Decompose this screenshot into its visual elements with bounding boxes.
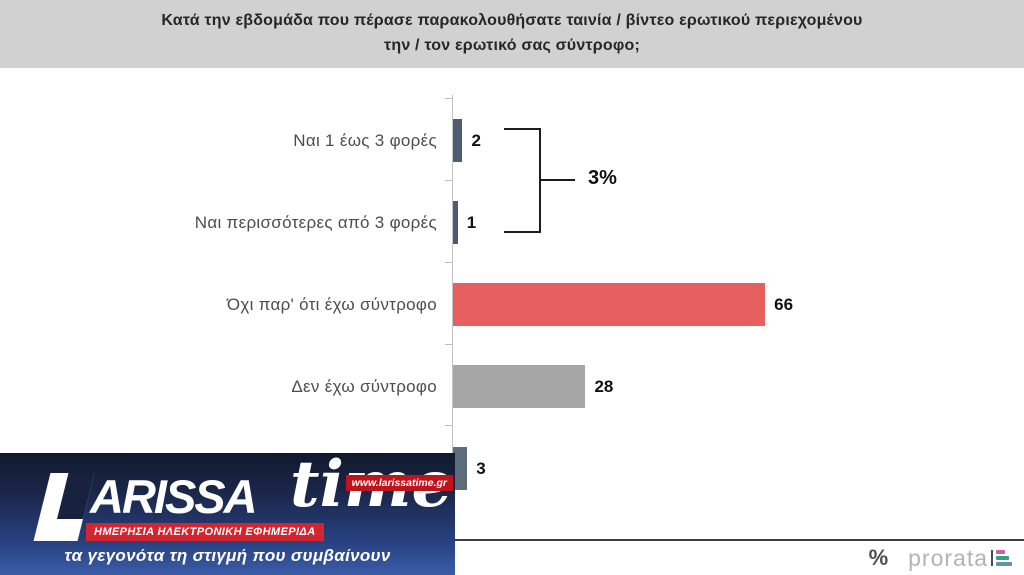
bracket-top-line xyxy=(504,128,541,130)
axis-tick xyxy=(445,425,452,426)
bar-row-2: Ναι περισσότερες από 3 φορές 1 xyxy=(0,201,1024,244)
bar-value-label: 3 xyxy=(476,458,486,478)
axis-tick xyxy=(445,180,452,181)
bar-value-label: 28 xyxy=(594,376,614,396)
category-label: Ναι 1 έως 3 φορές xyxy=(293,130,437,150)
logo-tagline: τα γεγονότα τη στιγμή που συμβαίνουν xyxy=(64,546,391,565)
prorata-name: prorata xyxy=(908,544,988,571)
bar xyxy=(453,283,766,326)
larissatime-logo: ARISSA time www.larissatime.gr ΗΜΕΡΗΣΙΑ … xyxy=(0,447,455,575)
category-label: Ναι περισσότερες από 3 φορές xyxy=(194,212,437,232)
axis-tick xyxy=(445,262,452,263)
y-axis-line xyxy=(452,95,453,540)
percent-icon: % xyxy=(868,545,889,570)
bar-row-4: Δεν έχω σύντροφο 28 xyxy=(0,365,1024,408)
category-label: Όχι παρ' ότι έχω σύντροφο xyxy=(226,294,437,314)
axis-tick xyxy=(445,98,452,99)
footer-divider xyxy=(455,539,1024,541)
prorata-logo: % prorata xyxy=(869,545,1012,571)
bar-row-1: Ναι 1 έως 3 φορές 2 xyxy=(0,119,1024,162)
bar-row-5: 3 xyxy=(0,447,1024,490)
bar xyxy=(453,119,463,162)
question-title-line1: Κατά την εβδομάδα που πέρασε παρακολουθή… xyxy=(161,12,863,30)
bar-value-label: 66 xyxy=(774,294,794,314)
bracket-total-label: 3% xyxy=(588,167,617,189)
larissa-wordmark: ARISSA xyxy=(90,470,258,523)
question-header: Κατά την εβδομάδα που πέρασε παρακολουθή… xyxy=(0,0,1024,68)
bar-value-label: 2 xyxy=(471,130,481,150)
bracket-bottom-line xyxy=(504,231,541,233)
axis-tick xyxy=(445,344,452,345)
question-title-line2: την / τον ερωτικό σας σύντροφο; xyxy=(384,37,640,54)
bar-value-label: 1 xyxy=(466,212,477,232)
category-label: Δεν έχω σύντροφο xyxy=(291,376,437,396)
bar-row-3: Όχι παρ' ότι έχω σύντροφο 66 xyxy=(0,283,1024,326)
bar-chart-icon xyxy=(991,550,1012,566)
larissa-l-notch xyxy=(57,473,95,519)
prorata-wordmark: prorata xyxy=(908,545,1012,572)
website-url-badge: www.larissatime.gr xyxy=(345,475,453,491)
bar-chart: Ναι 1 έως 3 φορές 2 Ναι περισσότερες από 3… xyxy=(0,68,1024,575)
bar xyxy=(453,201,458,244)
bracket-pointer-line xyxy=(541,179,575,181)
bar xyxy=(453,447,468,490)
bar xyxy=(453,365,586,408)
logo-subtitle-banner: ΗΜΕΡΗΣΙΑ ΗΛΕΚΤΡΟΝΙΚΗ ΕΦΗΜΕΡΙΔΑ xyxy=(86,523,324,541)
bracket-vertical-line xyxy=(539,128,541,233)
